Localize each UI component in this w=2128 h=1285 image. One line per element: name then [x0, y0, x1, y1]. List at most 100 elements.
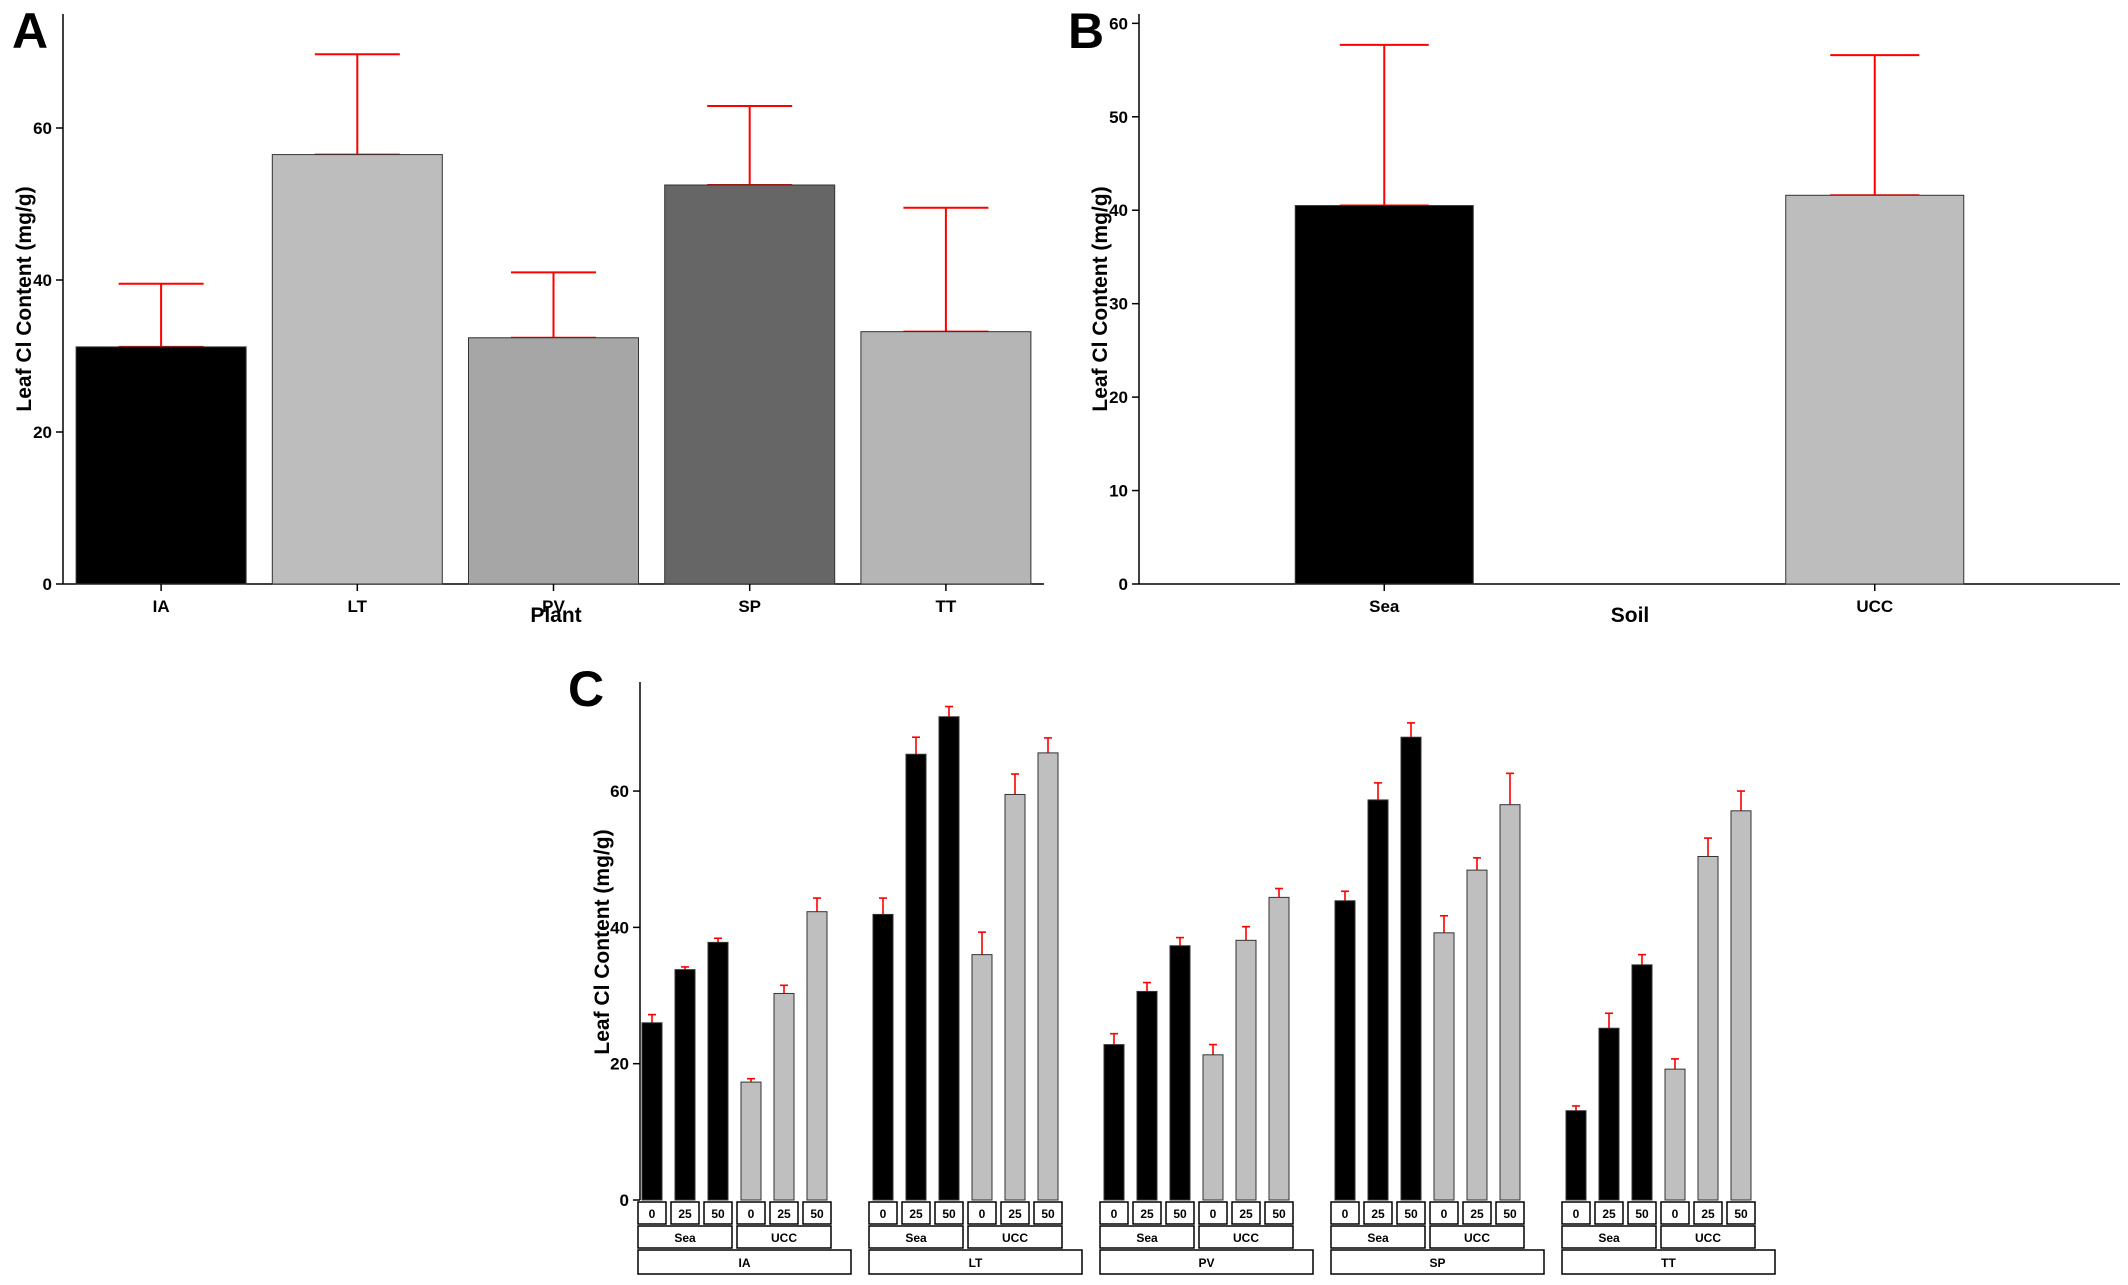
panel-b-y-tick-label: 60 [1109, 14, 1128, 33]
panel-a-x-tick-label: SP [738, 597, 761, 616]
panel-b-y-tick-label: 40 [1109, 201, 1128, 220]
panel-c-bar [971, 954, 993, 1201]
panel-b-y-tick-label: 30 [1109, 295, 1128, 314]
panel-b-y-tick-label: 10 [1109, 482, 1128, 501]
panel-c-soil-strip [1198, 1225, 1294, 1249]
panel-c-bar [1730, 810, 1752, 1201]
panel-c-bar [1697, 855, 1719, 1201]
panel-a-letter: A [12, 3, 48, 59]
panel-c-soil-label: Sea [1598, 1231, 1620, 1245]
panel-a-bar [468, 337, 639, 585]
panel-c-conc-label: 0 [880, 1207, 887, 1221]
panel-c-conc-label: 50 [810, 1207, 824, 1221]
panel-c-bar [1235, 939, 1257, 1201]
panel-c-bar [773, 992, 795, 1201]
panel-c-plant-strip [868, 1249, 1083, 1275]
panel-c-soil-strip [1561, 1225, 1657, 1249]
panel-a-y-tick-label: 40 [33, 271, 52, 290]
panel-b-x-tick-label: UCC [1856, 597, 1893, 616]
panel-c-conc-strip [637, 1201, 667, 1225]
panel-c-conc-label: 50 [1635, 1207, 1649, 1221]
panel-c-conc-strip [703, 1201, 733, 1225]
panel-c-bar [1466, 869, 1488, 1201]
panel-c-conc-label: 0 [748, 1207, 755, 1221]
panel-c-conc-strip [1165, 1201, 1195, 1225]
panel-c-conc-label: 25 [1371, 1207, 1385, 1221]
panel-c-conc-label: 50 [1503, 1207, 1517, 1221]
panel-c-conc-strip [736, 1201, 766, 1225]
panel-c-conc-label: 50 [942, 1207, 956, 1221]
panel-c-bar [1367, 799, 1389, 1201]
panel-c-bar [1664, 1068, 1686, 1201]
panel-c-conc-label: 50 [1173, 1207, 1187, 1221]
panel-c-conc-strip [1429, 1201, 1459, 1225]
panel-c-conc-label: 50 [1041, 1207, 1055, 1221]
panel-c-plant-label: IA [739, 1256, 751, 1270]
panel-b-y-title: Leaf Cl Content (mg/g) [1089, 186, 1112, 411]
panel-c-soil-label: UCC [771, 1231, 797, 1245]
panel-a: A Leaf Cl Content (mg/g) Plant 0 20 40 60 IA… [12, 3, 1044, 627]
panel-c-conc-label: 0 [1342, 1207, 1349, 1221]
panel-c-soil-strip [637, 1225, 733, 1249]
panel-c-conc-label: 50 [711, 1207, 725, 1221]
panel-c-conc-strip [1033, 1201, 1063, 1225]
panel-a-marks: 0 20 40 60 IA LT PV SP TT [33, 53, 1032, 616]
panel-c-y-tick-label: 60 [610, 782, 629, 801]
panel-c-bar [740, 1081, 762, 1201]
panel-c-soil-strip [1330, 1225, 1426, 1249]
panel-c-conc-strip [967, 1201, 997, 1225]
panel-c-y-tick-label: 20 [610, 1055, 629, 1074]
panel-c-soil-strip [1429, 1225, 1525, 1249]
panel-c-marks: 0 20 40 60 0 25 50 Sea 0 25 50 UCC IA 0 25 50 Sea 0 25 50 UC… [610, 705, 1776, 1275]
panel-c-conc-label: 50 [1734, 1207, 1748, 1221]
panel-c-conc-label: 25 [1701, 1207, 1715, 1221]
panel-c-conc-label: 50 [1272, 1207, 1286, 1221]
panel-c-soil-label: UCC [1464, 1231, 1490, 1245]
panel-c-bar [1136, 990, 1158, 1201]
panel-c-conc-strip [1264, 1201, 1294, 1225]
panel-c-plant-label: TT [1661, 1256, 1676, 1270]
panel-c-conc-strip [1330, 1201, 1360, 1225]
panel-c-soil-strip [736, 1225, 832, 1249]
panel-c-conc-strip [1099, 1201, 1129, 1225]
panel-c-conc-strip [769, 1201, 799, 1225]
panel-c-conc-label: 25 [1239, 1207, 1253, 1221]
panel-c-conc-strip [1627, 1201, 1657, 1225]
panel-c-letter: C [568, 661, 604, 717]
panel-c-bar [641, 1022, 663, 1201]
panel-c-conc-strip [1000, 1201, 1030, 1225]
panel-c-conc-strip [1561, 1201, 1591, 1225]
panel-a-bar [75, 346, 247, 585]
panel-c-plant-label: LT [969, 1256, 983, 1270]
panel-c-bar [1598, 1027, 1620, 1201]
panel-a-y-tick-label: 60 [33, 119, 52, 138]
panel-b-y-tick-label: 50 [1109, 108, 1128, 127]
panel-b-bar [1294, 205, 1474, 585]
panel-c-bar [905, 753, 927, 1201]
panel-a-x-tick-label: LT [348, 597, 368, 616]
panel-c-conc-strip [1363, 1201, 1393, 1225]
panel-c-bar [707, 941, 729, 1201]
panel-c-bar [1334, 900, 1356, 1201]
panel-c-bar [1400, 736, 1422, 1201]
panel-a-x-title: Plant [530, 604, 581, 627]
panel-c-conc-label: 0 [1441, 1207, 1448, 1221]
panel-a-x-tick-label: IA [153, 597, 170, 616]
panel-b: B Leaf Cl Content (mg/g) Soil 0 10 20 30 40 5… [1068, 3, 2120, 627]
panel-c-bar [806, 911, 828, 1201]
panel-c-conc-strip [1594, 1201, 1624, 1225]
panel-c-bar [938, 716, 960, 1201]
panel-c-conc-label: 0 [1573, 1207, 1580, 1221]
panel-c-conc-strip [1495, 1201, 1525, 1225]
panel-b-marks: 0 10 20 30 40 50 60 Sea UCC [1109, 14, 1965, 616]
panel-a-x-tick-label: PV [542, 597, 565, 616]
panel-c-conc-label: 25 [1140, 1207, 1154, 1221]
panel-c: C Leaf Cl Content (mg/g) 0 20 40 60 0 25 50 Sea… [568, 661, 1776, 1275]
panel-c-soil-label: Sea [1136, 1231, 1158, 1245]
panel-c-plant-label: SP [1429, 1256, 1445, 1270]
panel-c-conc-label: 25 [1602, 1207, 1616, 1221]
panel-c-bar [872, 913, 894, 1201]
panel-c-conc-strip [901, 1201, 931, 1225]
panel-c-conc-label: 25 [1470, 1207, 1484, 1221]
panel-c-conc-label: 0 [1210, 1207, 1217, 1221]
